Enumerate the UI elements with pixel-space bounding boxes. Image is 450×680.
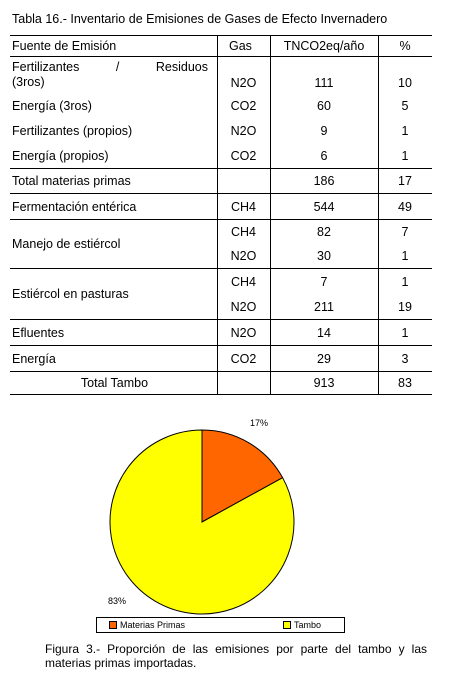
row-gas: CH4 <box>230 199 256 214</box>
pie-slice-materias-primas <box>201 429 284 523</box>
row-value: 14 <box>317 325 331 340</box>
legend-swatch <box>283 621 292 629</box>
row-gas <box>217 372 270 394</box>
row-source: Energía (propios) <box>12 148 109 163</box>
row-value: 6 <box>320 148 328 163</box>
row-pct: 3 <box>401 351 409 366</box>
data-label-materias-primas: 17% <box>250 418 269 428</box>
row-source: Estiércol en pasturas <box>12 287 129 301</box>
row-gas: CO2 <box>230 351 257 366</box>
pie-chart-svg <box>109 429 295 615</box>
row-value: 60 <box>317 98 331 113</box>
header-source: Fuente de Emisión <box>12 39 117 53</box>
row-gas: N2O <box>230 299 257 314</box>
table-row: Energía (3ros) CO2 60 5 <box>10 93 432 118</box>
column-divider <box>378 35 379 395</box>
row-pct: 1 <box>401 325 409 340</box>
row-source: Fermentación entérica <box>12 199 137 214</box>
row-pct: 10 <box>398 76 412 90</box>
row-gas: CH4 <box>230 274 256 289</box>
emissions-table: Fuente de Emisión Gas TNCO2eq/año % Fert… <box>10 35 432 395</box>
table-subrow: CH4 7 1 <box>217 269 432 294</box>
row-value: 30 <box>317 249 331 263</box>
table-row: Fertilizantes (propios) N2O 9 1 <box>10 118 432 143</box>
row-gas: CO2 <box>230 98 257 113</box>
row-source: Fertilizantes / Residuos (3ros) <box>10 57 217 93</box>
legend-item: Tambo <box>283 620 321 630</box>
table-total-row: Total Tambo 913 83 <box>10 372 432 395</box>
row-gas: N2O <box>230 249 257 263</box>
row-value: 913 <box>313 376 335 390</box>
table-header: Fuente de Emisión Gas TNCO2eq/año % <box>10 35 432 57</box>
row-pct: 7 <box>401 225 409 239</box>
table-row: Total materias primas 186 17 <box>10 169 432 194</box>
row-gas: CH4 <box>230 225 256 239</box>
row-source: Energía <box>12 351 56 366</box>
row-source: Efluentes <box>12 325 65 340</box>
table-row: Energía CO2 29 3 <box>10 346 432 372</box>
table-subrow: N2O 211 19 <box>217 294 432 319</box>
row-value: 111 <box>314 76 334 90</box>
row-value: 7 <box>320 274 328 289</box>
legend-item: Materias Primas <box>109 620 185 630</box>
table-row: Fertilizantes / Residuos (3ros) N2O 111 … <box>10 57 432 93</box>
row-source-part: (3ros) <box>12 75 45 89</box>
table-row: Efluentes N2O 14 1 <box>10 320 432 346</box>
row-source: Total materias primas <box>12 174 131 188</box>
figure-caption: Figura 3.- Proporción de las emisiones p… <box>45 642 427 670</box>
table-row-group: Manejo de estiércol CH4 82 7 N2O 30 1 <box>10 220 432 269</box>
row-gas: N2O <box>230 123 257 138</box>
row-source: Fertilizantes (propios) <box>12 123 133 138</box>
row-value: 544 <box>313 199 335 214</box>
legend-swatch <box>109 621 117 629</box>
row-pct: 1 <box>401 148 409 163</box>
row-gas: CO2 <box>230 148 257 163</box>
row-value: 29 <box>317 351 331 366</box>
column-divider <box>270 35 271 395</box>
header-pct: % <box>399 39 411 53</box>
row-source: Manejo de estiércol <box>12 237 121 251</box>
row-pct: 19 <box>398 299 412 314</box>
table-row: Energía (propios) CO2 6 1 <box>10 143 432 169</box>
column-divider <box>217 35 218 395</box>
chart-legend: Materias Primas Tambo <box>96 617 345 633</box>
row-gas: N2O <box>230 325 257 340</box>
legend-label: Materias Primas <box>120 620 186 630</box>
data-label-tambo: 83% <box>108 596 127 606</box>
row-value: 211 <box>314 299 334 314</box>
table-row: Fermentación entérica CH4 544 49 <box>10 194 432 220</box>
legend-label: Tambo <box>294 620 322 630</box>
row-source: Total Tambo <box>80 376 149 390</box>
row-pct: 1 <box>401 274 409 289</box>
row-pct: 5 <box>401 98 409 113</box>
row-pct: 1 <box>401 249 409 263</box>
row-gas <box>217 169 270 193</box>
header-gas: Gas <box>229 39 252 53</box>
table-subrow: N2O 30 1 <box>217 244 432 268</box>
header-value: TNCO2eq/año <box>283 39 365 53</box>
row-pct: 17 <box>398 174 412 188</box>
row-source-separator: / <box>115 60 120 74</box>
row-value: 82 <box>317 225 331 239</box>
table-caption: Tabla 16.- Inventario de Emisiones de Ga… <box>12 12 388 26</box>
row-gas: N2O <box>230 76 257 90</box>
row-source-part: Fertilizantes <box>12 60 80 74</box>
row-source: Energía (3ros) <box>12 98 92 113</box>
row-pct: 83 <box>398 376 412 390</box>
pie-slice-tambo <box>109 429 295 615</box>
table-row-group: Estiércol en pasturas CH4 7 1 N2O 211 19 <box>10 269 432 320</box>
row-value: 9 <box>320 123 328 138</box>
row-value: 186 <box>313 174 335 188</box>
row-pct: 1 <box>401 123 409 138</box>
row-source-part: Residuos <box>155 60 208 74</box>
row-pct: 49 <box>398 199 412 214</box>
table-subrow: CH4 82 7 <box>217 220 432 244</box>
pie-chart: 17% 83% <box>96 412 348 632</box>
